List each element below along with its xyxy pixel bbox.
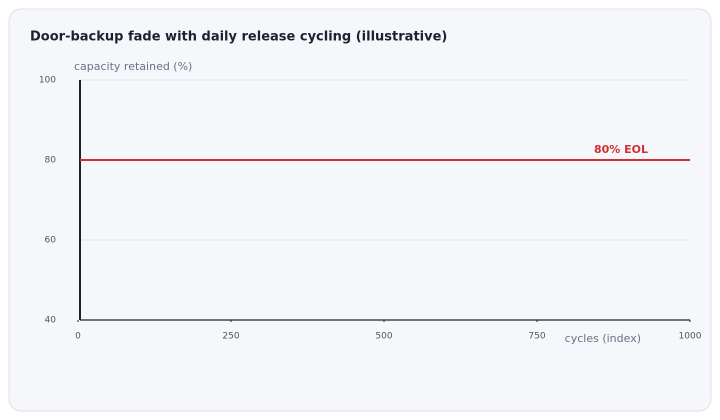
y-tick-label: 100 <box>39 76 56 86</box>
y-tick-label: 40 <box>45 316 57 326</box>
x-tick-label: 250 <box>222 332 239 342</box>
y-tick-label: 60 <box>45 236 57 246</box>
y-axis-label: capacity retained (%) <box>74 60 192 73</box>
x-axis-label: cycles (index) <box>565 332 641 345</box>
reference-label: 80% EOL <box>594 143 648 156</box>
y-tick-label: 80 <box>45 156 57 166</box>
x-tick-label: 1000 <box>679 332 702 342</box>
chart-title: Door-backup fade with daily release cycl… <box>30 30 447 45</box>
x-tick-label: 0 <box>75 332 81 342</box>
x-tick-label: 750 <box>528 332 545 342</box>
card <box>8 8 712 412</box>
x-tick-label: 500 <box>375 332 392 342</box>
